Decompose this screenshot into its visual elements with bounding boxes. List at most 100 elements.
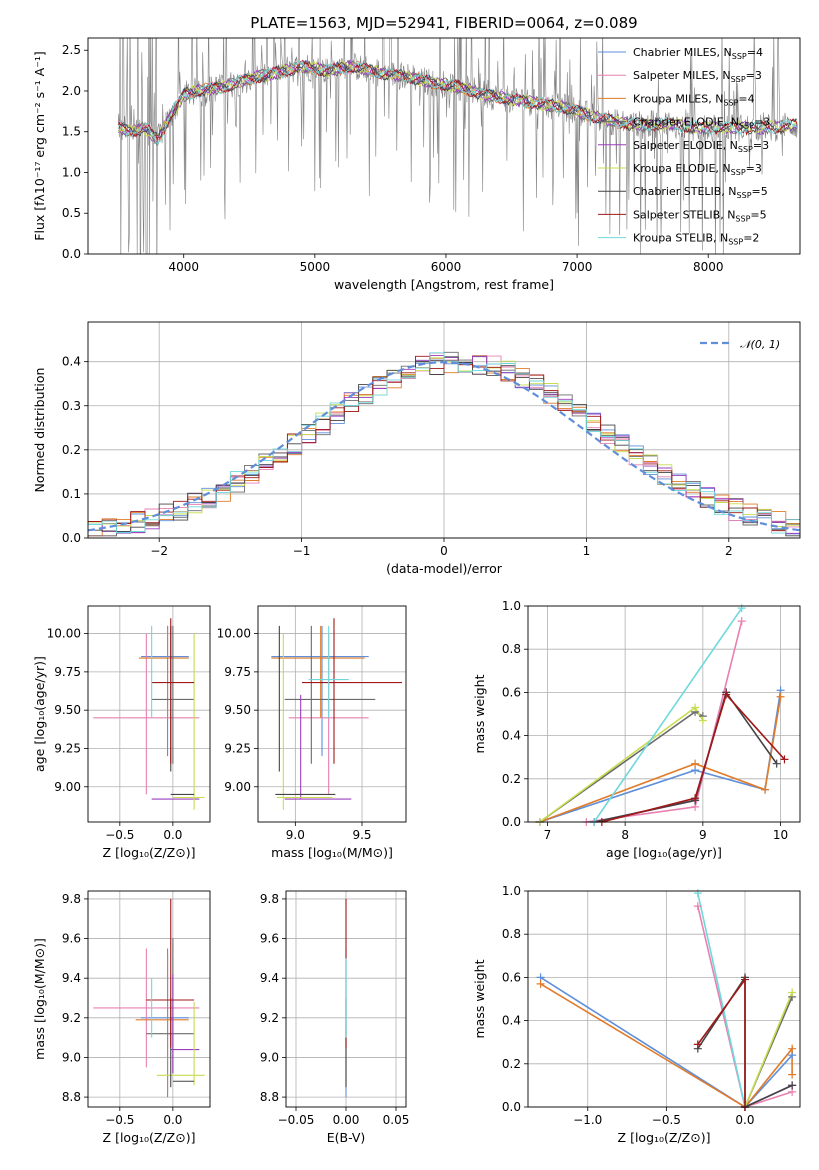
- legend-count: =4: [747, 46, 763, 59]
- y-tick-label: 0.4: [502, 729, 521, 743]
- legend-text: Kroupa MILES, N: [633, 92, 723, 105]
- y-tick-label: 9.2: [260, 1011, 279, 1025]
- y-tick-label: 9.00: [54, 780, 81, 794]
- weight-marker: [693, 889, 702, 898]
- plot-area-spectrum: [117, 38, 798, 254]
- legend-label: Kroupa MILES, NSSP=4: [633, 92, 755, 107]
- x-tick-label: 9: [699, 828, 707, 842]
- y-tick-label: 9.50: [224, 703, 251, 717]
- weight-marker: [780, 755, 789, 764]
- axes-mass_vs_ebv: −0.05 0.00 0.05 8.8 9.0 9.2 9.4 9.6 9.8 E(B-V): [260, 890, 409, 1145]
- x-tick-label: 7000: [562, 260, 593, 274]
- x-tick-label: 0.00: [333, 1113, 360, 1127]
- y-tick-label: 9.2: [62, 1011, 81, 1025]
- weight-marker: [737, 604, 746, 613]
- y-tick-label: 9.4: [260, 971, 279, 985]
- weight-marker: [788, 1081, 797, 1090]
- residual-histogram: [88, 352, 800, 534]
- x-axis-label: wavelength [Angstrom, rest frame]: [334, 277, 554, 292]
- legend-subscript: SSP: [739, 122, 754, 131]
- normal-curve: [88, 360, 800, 532]
- y-tick-label: 0.6: [502, 970, 521, 984]
- y-tick-label: 10.00: [47, 627, 81, 641]
- legend-count: =3: [754, 116, 770, 129]
- weight-line: [593, 607, 743, 822]
- y-tick-label: 9.75: [224, 665, 251, 679]
- weight-marker: [772, 759, 781, 768]
- x-tick-label: 7: [544, 828, 552, 842]
- x-tick-label: −0.5: [105, 828, 134, 842]
- axes-frame: [87, 37, 801, 255]
- legend-text: Salpeter MILES, N: [633, 69, 731, 82]
- x-tick-label: −0.5: [105, 1113, 134, 1127]
- y-tick-label: 1.0: [502, 599, 521, 613]
- plot-area-age_vs_mass: [271, 618, 402, 810]
- axes-frame: [527, 890, 801, 1108]
- axes-frame: [257, 605, 407, 823]
- legend-label: Chabrier ELODIE, NSSP=3: [633, 116, 770, 131]
- x-tick-label: 1: [583, 544, 591, 558]
- y-axis-label: Flux [fλ10⁻¹⁷ erg cm⁻² s⁻¹ A⁻¹]: [32, 51, 47, 240]
- legend-subscript: SSP: [723, 98, 738, 107]
- plot-area-age_vs_Z: [93, 618, 205, 810]
- y-tick-label: 8.8: [260, 1090, 279, 1104]
- residual-histogram: [88, 355, 800, 532]
- y-tick-label: 0.4: [502, 1014, 521, 1028]
- x-tick-label: 6000: [431, 260, 462, 274]
- y-tick-label: 0.8: [502, 642, 521, 656]
- x-tick-label: −2: [150, 544, 168, 558]
- x-tick-label: 9.5: [352, 828, 371, 842]
- legend-label: Chabrier MILES, NSSP=4: [633, 46, 763, 61]
- legend-subscript: SSP: [728, 238, 743, 247]
- y-tick-label: 2.5: [62, 43, 81, 57]
- x-tick-label: 5000: [300, 260, 331, 274]
- weight-marker: [536, 979, 545, 988]
- y-tick-label: 9.6: [260, 932, 279, 946]
- x-axis-label: age [log₁₀(age/yr)]: [606, 845, 722, 860]
- x-tick-label: 8000: [693, 260, 724, 274]
- legend-count: =3: [753, 139, 769, 152]
- legend-count: =3: [746, 69, 762, 82]
- weight-line: [539, 696, 782, 822]
- legend-text: Kroupa ELODIE, N: [633, 162, 731, 175]
- weight-marker: [788, 1044, 797, 1053]
- x-tick-label: 2: [725, 544, 733, 558]
- axes-age_vs_mass: 9.0 9.5 9.00 9.25 9.50 9.75 10.00 mass [log₁₀(M…: [217, 605, 407, 860]
- x-tick-label: 0.0: [735, 1113, 754, 1127]
- weight-line: [539, 690, 782, 822]
- y-tick-label: 9.00: [224, 780, 251, 794]
- chart-title: PLATE=1563, MJD=52941, FIBERID=0064, z=0…: [250, 14, 637, 32]
- y-axis-label: age [log₁₀(age/yr)]: [32, 656, 47, 772]
- legend-text: Chabrier MILES, N: [633, 46, 732, 59]
- legend-text: Kroupa STELIB, N: [633, 232, 728, 245]
- legend-label: Kroupa ELODIE, NSSP=3: [633, 162, 762, 177]
- plot-area-weight_vs_Z: [540, 893, 793, 1107]
- y-tick-label: 0.1: [62, 487, 81, 501]
- legend-text: Salpeter STELIB, N: [633, 208, 735, 221]
- legend-text: Salpeter ELODIE, N: [633, 139, 738, 152]
- weight-marker: [740, 975, 749, 984]
- y-axis-label: Normed distribution: [32, 368, 47, 493]
- weight-marker: [788, 988, 797, 997]
- weight-line: [744, 992, 793, 1107]
- x-tick-label: 10: [773, 828, 788, 842]
- axes-weight_vs_age: 7 8 9 10 0.0 0.2 0.4 0.6 0.8 1.0 age [log₁₀(age/yr…: [472, 599, 801, 860]
- observed-spectrum: [117, 38, 798, 254]
- x-tick-label: 8: [621, 828, 629, 842]
- axes-spectrum: 4000 5000 6000 7000 8000 0.0 0.5 1.0 1.5 2.0 2.5 wa…: [32, 37, 801, 292]
- axes-frame: [87, 890, 211, 1108]
- x-axis-label: Z [log₁₀(Z/Z⊙)]: [103, 845, 196, 860]
- axes-weight_vs_Z: −1.0 −0.5 0.0 0.0 0.2 0.4 0.6 0.8 1.0 Z [log₁₀(Z/…: [472, 884, 801, 1145]
- weight-marker: [737, 617, 746, 626]
- y-tick-label: 0.2: [502, 1057, 521, 1071]
- y-tick-label: 0.0: [502, 1100, 521, 1114]
- weight-marker: [698, 716, 707, 725]
- x-tick-label: 0: [440, 544, 448, 558]
- weight-line: [697, 893, 746, 1107]
- weight-marker: [691, 759, 700, 768]
- y-axis-label: mass [log₁₀(M/M⊙)]: [32, 938, 47, 1060]
- legend-label: Salpeter ELODIE, NSSP=3: [633, 139, 769, 154]
- axes-frame: [87, 321, 801, 539]
- y-tick-label: 1.0: [62, 165, 81, 179]
- x-axis-label: Z [log₁₀(Z/Z⊙)]: [618, 1130, 711, 1145]
